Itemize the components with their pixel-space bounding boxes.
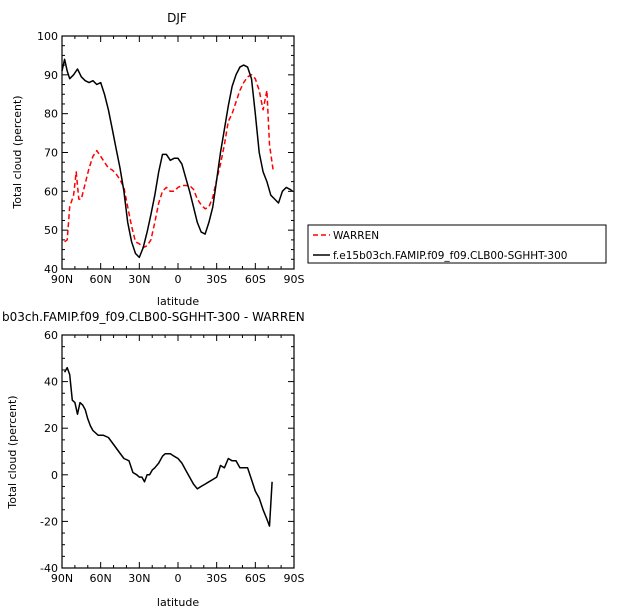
bottom-ytick-label: -20 — [40, 515, 58, 528]
bottom-panel-series — [63, 366, 273, 527]
top-panel-series — [61, 58, 294, 259]
top-xtick-label: 30N — [128, 273, 150, 286]
top-ytick-label: 60 — [44, 185, 58, 198]
bottom-ytick-label: -40 — [40, 562, 58, 575]
legend-label-warren: WARREN — [333, 230, 379, 242]
legend: WARREN f.e15b03ch.FAMIP.f09_f09.CLB00-SG… — [307, 224, 607, 264]
bottom-ytick-label: 20 — [44, 422, 58, 435]
bottom-series-line-0 — [63, 366, 273, 527]
top-ytick-label: 40 — [44, 263, 58, 276]
legend-label-model: f.e15b03ch.FAMIP.f09_f09.CLB00-SGHHT-300 — [333, 250, 567, 262]
top-panel-ticks: 90N 60N 30N 0 30S 60S 90S 40 50 60 70 80 90 100 — [37, 30, 305, 286]
top-panel-ylabel: Total cloud (percent) — [11, 95, 24, 209]
top-xtick-label: 60S — [245, 273, 266, 286]
top-ytick-label: 80 — [44, 108, 58, 121]
top-xtick-label: 90S — [284, 273, 305, 286]
top-panel-xlabel: latitude — [157, 295, 199, 308]
bottom-ytick-label: 40 — [44, 376, 58, 389]
top-ytick-label: 50 — [44, 224, 58, 237]
top-xtick-label: 60N — [90, 273, 112, 286]
bottom-panel: b03ch.FAMIP.f09_f09.CLB00-SGHHT-300 - WA… — [2, 310, 305, 609]
bottom-xtick-label: 60S — [245, 572, 266, 585]
top-ytick-label: 70 — [44, 147, 58, 160]
top-panel-title: DJF — [167, 11, 187, 25]
bottom-panel-title: b03ch.FAMIP.f09_f09.CLB00-SGHHT-300 - WA… — [2, 310, 305, 324]
bottom-ytick-label: 0 — [51, 469, 58, 482]
top-ytick-label: 100 — [37, 30, 58, 43]
top-series-line-1 — [61, 58, 294, 259]
top-panel-frame — [61, 35, 295, 270]
bottom-xtick-label: 30N — [128, 572, 150, 585]
bottom-panel-frame — [61, 334, 295, 569]
bottom-ytick-label: 60 — [44, 329, 58, 342]
bottom-xtick-label: 90S — [284, 572, 305, 585]
top-series-line-0 — [64, 74, 275, 249]
bottom-panel-ylabel: Total cloud (percent) — [6, 395, 19, 509]
top-xtick-label: 90N — [51, 273, 73, 286]
top-ytick-label: 90 — [44, 69, 58, 82]
top-panel: DJF 90N 60N 30N 0 30S 60S 90S 40 50 60 70 80 90 100 l… — [11, 11, 305, 308]
bottom-panel-ticks: 90N 60N 30N 0 30S 60S 90S -40 -20 0 20 40 60 — [40, 329, 304, 585]
bottom-panel-xlabel: latitude — [157, 596, 199, 609]
top-xtick-label: 30S — [206, 273, 227, 286]
bottom-xtick-label: 60N — [90, 572, 112, 585]
top-xtick-label: 0 — [175, 273, 182, 286]
bottom-xtick-label: 90N — [51, 572, 73, 585]
bottom-xtick-label: 30S — [206, 572, 227, 585]
bottom-xtick-label: 0 — [175, 572, 182, 585]
legend-box — [307, 224, 607, 264]
